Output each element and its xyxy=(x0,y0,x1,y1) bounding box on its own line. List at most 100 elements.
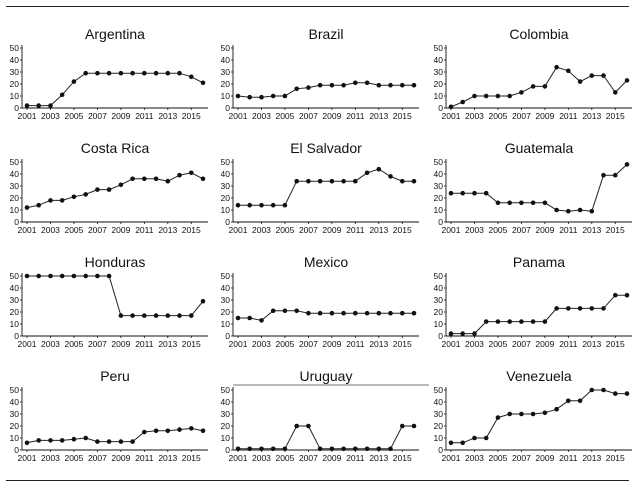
panel-title-panama: Panama xyxy=(513,254,565,270)
series-line-costa-rica xyxy=(26,172,204,209)
data-point-el-salvador-2005 xyxy=(282,202,288,208)
data-point-costa-rica-2013 xyxy=(165,178,171,184)
data-point-el-salvador-2010 xyxy=(341,178,346,184)
y-tick-label-costa-rica-30: 30 xyxy=(10,181,20,191)
data-point-panama-2004 xyxy=(483,319,489,324)
data-point-costa-rica-2001 xyxy=(24,205,30,210)
data-point-brazil-2016 xyxy=(411,82,417,88)
x-tick-label-el-salvador-2001: 2001 xyxy=(229,225,248,235)
data-point-peru-2003 xyxy=(48,438,53,443)
panel-title-el-salvador: El Salvador xyxy=(290,140,362,156)
y-tick-label-peru-0: 0 xyxy=(14,445,19,455)
data-point-venezuela-2006 xyxy=(507,411,512,417)
data-point-honduras-2008 xyxy=(106,273,112,279)
x-tick-label-panama-2007: 2007 xyxy=(512,339,531,349)
y-tick-label-honduras-10: 10 xyxy=(10,319,20,329)
data-point-panama-2002 xyxy=(460,331,466,336)
x-tick-label-el-salvador-2007: 2007 xyxy=(299,225,318,235)
data-point-mexico-2013 xyxy=(376,310,382,316)
y-tick-label-panama-30: 30 xyxy=(434,295,444,305)
y-tick-label-uruguay-30: 30 xyxy=(221,409,231,419)
data-point-colombia-2010 xyxy=(554,64,559,70)
data-point-panama-2007 xyxy=(519,319,524,324)
data-point-uruguay-2007 xyxy=(306,423,311,429)
y-tick-label-panama-0: 0 xyxy=(438,331,443,341)
panel-panama: Panama 0 10 20 30 40 50 2001 2003 2005 2007 2009 201… xyxy=(434,254,632,349)
panel-costa-rica: Costa Rica 0 10 20 30 40 50 2001 2003 2005 2007 200… xyxy=(10,140,208,235)
data-point-argentina-2012 xyxy=(153,70,159,76)
series-line-uruguay xyxy=(238,425,414,450)
data-point-uruguay-2004 xyxy=(270,446,276,452)
data-point-mexico-2002 xyxy=(247,315,252,321)
x-tick-label-colombia-2015: 2015 xyxy=(606,111,625,121)
data-point-argentina-2008 xyxy=(106,70,112,76)
x-tick-label-costa-rica-2007: 2007 xyxy=(88,225,107,235)
data-point-colombia-2005 xyxy=(495,93,501,99)
y-tick-label-honduras-30: 30 xyxy=(10,295,20,305)
y-tick-label-el-salvador-20: 20 xyxy=(221,193,231,203)
y-tick-label-costa-rica-0: 0 xyxy=(14,217,19,227)
x-tick-label-mexico-2009: 2009 xyxy=(322,339,341,349)
data-point-venezuela-2010 xyxy=(554,406,559,412)
y-tick-label-el-salvador-40: 40 xyxy=(221,169,231,179)
data-point-panama-2001 xyxy=(448,331,454,336)
data-point-costa-rica-2005 xyxy=(71,194,77,200)
x-tick-label-uruguay-2007: 2007 xyxy=(299,453,318,463)
y-tick-label-guatemala-40: 40 xyxy=(434,169,444,179)
data-point-costa-rica-2004 xyxy=(59,198,65,203)
data-point-venezuela-2003 xyxy=(472,435,477,441)
data-point-peru-2004 xyxy=(59,438,65,443)
y-tick-label-costa-rica-40: 40 xyxy=(10,169,20,179)
x-tick-label-costa-rica-2015: 2015 xyxy=(182,225,201,235)
x-tick-label-panama-2009: 2009 xyxy=(535,339,554,349)
data-point-venezuela-2004 xyxy=(483,435,489,441)
data-point-panama-2014 xyxy=(601,306,606,311)
x-tick-label-brazil-2015: 2015 xyxy=(393,111,412,121)
x-tick-label-brazil-2011: 2011 xyxy=(346,111,365,121)
x-tick-label-guatemala-2001: 2001 xyxy=(442,225,461,235)
x-tick-label-peru-2015: 2015 xyxy=(182,453,201,463)
series-line-panama xyxy=(451,294,627,335)
data-point-argentina-2011 xyxy=(142,70,147,76)
x-tick-label-colombia-2003: 2003 xyxy=(465,111,484,121)
data-point-honduras-2001 xyxy=(24,273,30,279)
data-point-brazil-2015 xyxy=(400,82,405,88)
x-tick-label-venezuela-2001: 2001 xyxy=(442,453,461,463)
x-tick-label-uruguay-2005: 2005 xyxy=(275,453,294,463)
data-point-colombia-2003 xyxy=(472,93,477,99)
y-tick-label-uruguay-10: 10 xyxy=(221,433,231,443)
data-point-el-salvador-2002 xyxy=(247,202,252,208)
top-rule xyxy=(6,6,629,7)
x-tick-label-argentina-2001: 2001 xyxy=(18,111,37,121)
data-point-panama-2008 xyxy=(530,319,536,324)
data-point-uruguay-2008 xyxy=(317,446,323,452)
data-point-guatemala-2011 xyxy=(566,208,571,214)
y-tick-label-argentina-20: 20 xyxy=(10,79,20,89)
data-point-uruguay-2010 xyxy=(341,446,346,452)
y-tick-label-el-salvador-30: 30 xyxy=(221,181,231,191)
data-point-guatemala-2003 xyxy=(472,190,477,196)
x-tick-label-argentina-2015: 2015 xyxy=(182,111,201,121)
data-point-costa-rica-2011 xyxy=(142,176,147,182)
data-point-peru-2009 xyxy=(118,439,124,444)
data-point-guatemala-2006 xyxy=(507,200,512,206)
data-point-venezuela-2005 xyxy=(495,415,501,420)
y-tick-label-brazil-10: 10 xyxy=(221,91,231,101)
y-tick-label-venezuela-30: 30 xyxy=(434,409,444,419)
data-point-venezuela-2015 xyxy=(613,391,618,396)
data-point-peru-2005 xyxy=(71,436,77,442)
y-tick-label-mexico-30: 30 xyxy=(221,295,231,305)
series-line-el-salvador xyxy=(238,168,414,206)
data-point-mexico-2015 xyxy=(400,310,405,316)
data-point-argentina-2004 xyxy=(59,92,65,98)
data-point-uruguay-2012 xyxy=(364,446,370,452)
data-point-peru-2001 xyxy=(24,440,30,446)
data-point-guatemala-2010 xyxy=(554,207,559,213)
x-tick-label-honduras-2013: 2013 xyxy=(158,339,177,349)
data-point-colombia-2014 xyxy=(601,73,606,78)
data-point-venezuela-2008 xyxy=(530,411,536,417)
y-tick-label-argentina-50: 50 xyxy=(10,43,20,53)
x-tick-label-uruguay-2009: 2009 xyxy=(322,453,341,463)
data-point-venezuela-2001 xyxy=(448,440,454,446)
y-tick-label-el-salvador-50: 50 xyxy=(221,157,231,167)
